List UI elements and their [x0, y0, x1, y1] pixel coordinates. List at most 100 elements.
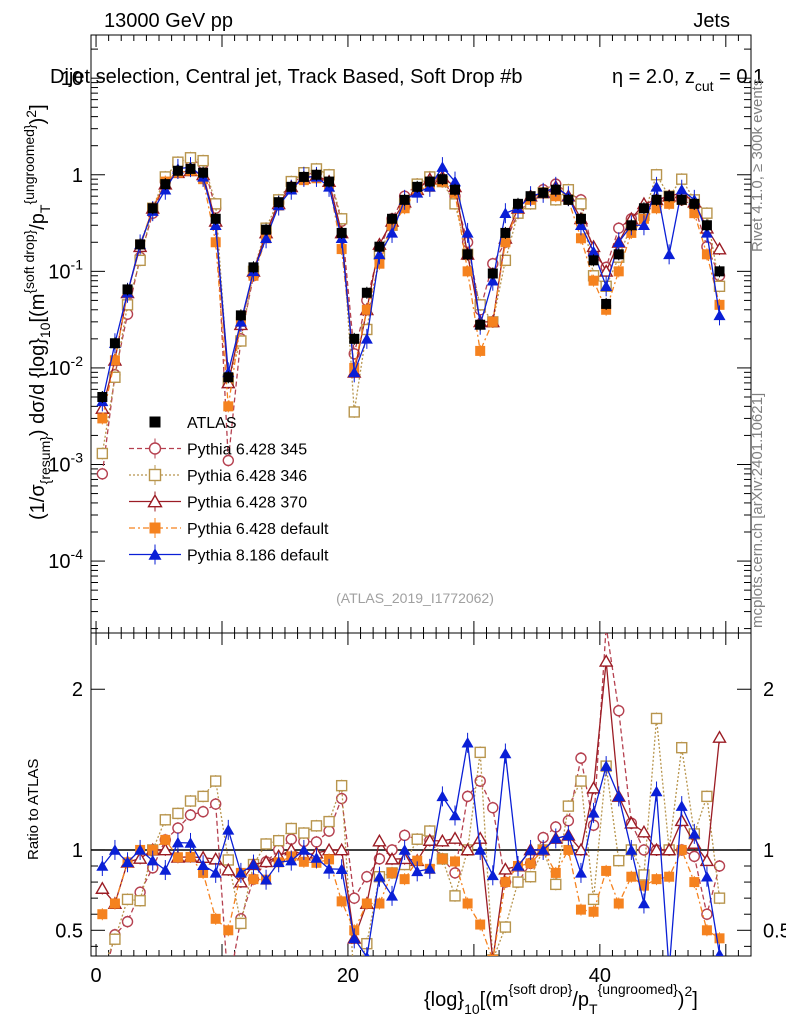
ratio-point-pythia-8-186-default [688, 828, 701, 839]
point-pythia-6-428-default [500, 237, 511, 248]
header-left: 13000 GeV pp [104, 10, 233, 32]
point-atlas [160, 179, 171, 190]
ratio-point-pythia-8-186-default [537, 844, 550, 855]
ratio-point-pythia-6-428-345 [638, 844, 650, 856]
ratio-point-pythia-8-186-default [637, 897, 650, 909]
point-pythia-8-186-default [260, 232, 273, 244]
legend: ATLAS Pythia 6.428 345 Pythia 6.428 346 Pyt… [129, 415, 329, 565]
series-line-pythia-6-428-default [101, 170, 721, 419]
ratio-point-pythia-6-428-default [601, 865, 612, 876]
point-atlas [714, 266, 725, 277]
point-pythia-6-428-346 [701, 207, 713, 219]
ratio-point-pythia-6-428-346 [209, 775, 222, 787]
y-tick-label-main: 10 [61, 68, 83, 90]
plot-title: Dijet selection, Central jet, Track Base… [50, 66, 764, 94]
ratio-point-pythia-6-428-345 [361, 871, 373, 883]
point-pythia-8-186-default [675, 183, 688, 195]
ratio-point-pythia-6-428-default [109, 898, 120, 909]
point-pythia-6-428-default [475, 345, 486, 356]
ratio-point-pythia-6-428-default [701, 925, 712, 936]
ratio-point-pythia-6-428-346 [512, 876, 524, 888]
point-pythia-8-186-default [650, 181, 663, 192]
ratio-point-pythia-6-428-345 [575, 752, 587, 764]
ratio-point-pythia-6-428-default [613, 898, 624, 909]
point-pythia-8-186-default [713, 309, 726, 321]
ratio-point-pythia-6-428-346 [298, 827, 310, 839]
x-tick-label: 0 [90, 965, 101, 987]
point-pythia-6-428-default [223, 401, 234, 412]
ratio-point-pythia-6-428-346 [172, 807, 184, 820]
ratio-point-pythia-8-186-default [436, 790, 449, 802]
ratio-point-pythia-6-428-346 [676, 741, 688, 754]
ratio-point-pythia-6-428-default [172, 852, 183, 863]
ratio-point-pythia-6-428-default [676, 844, 687, 855]
point-atlas [676, 194, 687, 205]
point-atlas [701, 220, 712, 231]
ratio-point-pythia-6-428-345 [398, 829, 411, 842]
point-pythia-6-428-default [588, 275, 599, 286]
ratio-point-pythia-6-428-370 [674, 813, 689, 827]
point-atlas [387, 213, 398, 224]
point-atlas [361, 287, 372, 298]
ratio-point-pythia-8-186-default [121, 856, 134, 868]
ratio-point-pythia-6-428-346 [713, 892, 726, 904]
ratio-point-pythia-6-428-370 [460, 842, 475, 856]
point-pythia-8-186-default [486, 274, 499, 286]
ratio-point-pythia-8-186-default [386, 890, 399, 901]
ratio-point-pythia-8-186-default [562, 829, 575, 841]
ratio-point-pythia-6-428-346 [184, 795, 197, 807]
point-pythia-6-428-default [701, 249, 712, 260]
ratio-point-pythia-6-428-default [450, 856, 461, 867]
point-atlas [261, 224, 272, 235]
ratio-point-pythia-8-186-default [108, 844, 121, 855]
ratio-point-pythia-6-428-346 [134, 894, 146, 907]
ratio-point-pythia-8-186-default [474, 844, 487, 855]
ratio-point-pythia-6-428-default [361, 898, 372, 909]
point-pythia-6-428-345 [96, 468, 109, 480]
ratio-point-pythia-6-428-370 [498, 862, 513, 875]
ratio-point-pythia-6-428-default [664, 871, 675, 882]
ratio-point-pythia-6-428-346 [159, 814, 172, 826]
legend-label-pythia-6-428-default: Pythia 6.428 default [187, 521, 329, 538]
point-pythia-6-428-default [336, 244, 347, 255]
ratio-point-pythia-6-428-345 [285, 833, 297, 845]
x-axis-label: {log}10[(m{soft drop}/pT{ungroomed})2] [424, 981, 698, 1017]
ratio-point-pythia-8-186-default [675, 800, 688, 811]
ratio-point-pythia-6-428-345 [348, 892, 360, 904]
ratio-point-pythia-8-186-default [134, 844, 147, 855]
ratio-point-pythia-6-428-346 [260, 838, 272, 850]
point-atlas [135, 239, 146, 250]
ratio-point-pythia-6-428-346 [650, 712, 663, 725]
ratio-line-pythia-6-428-default [101, 838, 720, 956]
ratio-point-pythia-6-428-346 [575, 775, 587, 787]
rivet-version: Rivet 4.1.0, ≥ 300k events [749, 79, 766, 252]
ratio-point-pythia-6-428-default [147, 844, 158, 855]
point-pythia-6-428-default [462, 266, 473, 277]
point-pythia-6-428-default [651, 203, 662, 214]
ratio-point-pythia-6-428-default [374, 898, 385, 909]
ratio-point-pythia-6-428-345 [701, 908, 713, 920]
ratio-point-pythia-8-186-default [612, 790, 625, 802]
point-pythia-8-186-default [449, 175, 462, 187]
point-pythia-8-186-default [436, 161, 449, 172]
ratio-point-pythia-8-186-default [234, 867, 247, 878]
point-pythia-6-428-default [664, 198, 675, 209]
point-pythia-8-186-default [461, 227, 474, 238]
ratio-panel-frame [90, 632, 752, 957]
point-atlas [374, 241, 385, 252]
ratio-point-pythia-8-186-default [449, 809, 462, 821]
ratio-point-pythia-6-428-345 [209, 798, 222, 810]
ratio-point-pythia-8-186-default [398, 844, 411, 855]
y-tick-label-ratio-right: 2 [763, 679, 774, 701]
ratio-point-pythia-8-186-default [159, 864, 172, 875]
ratio-point-pythia-6-428-345 [474, 775, 486, 787]
ratio-point-pythia-6-428-default [487, 954, 498, 956]
ratio-point-pythia-6-428-345 [197, 805, 209, 818]
x-tick-label: 40 [589, 965, 611, 987]
ratio-point-pythia-6-428-default [626, 871, 637, 882]
ratio-point-pythia-6-428-345 [562, 815, 575, 827]
point-pythia-6-428-default [714, 299, 725, 310]
point-atlas [412, 181, 423, 192]
legend-marker-pythia-6-428-370 [147, 493, 163, 508]
ratio-point-pythia-6-428-370 [624, 815, 639, 829]
